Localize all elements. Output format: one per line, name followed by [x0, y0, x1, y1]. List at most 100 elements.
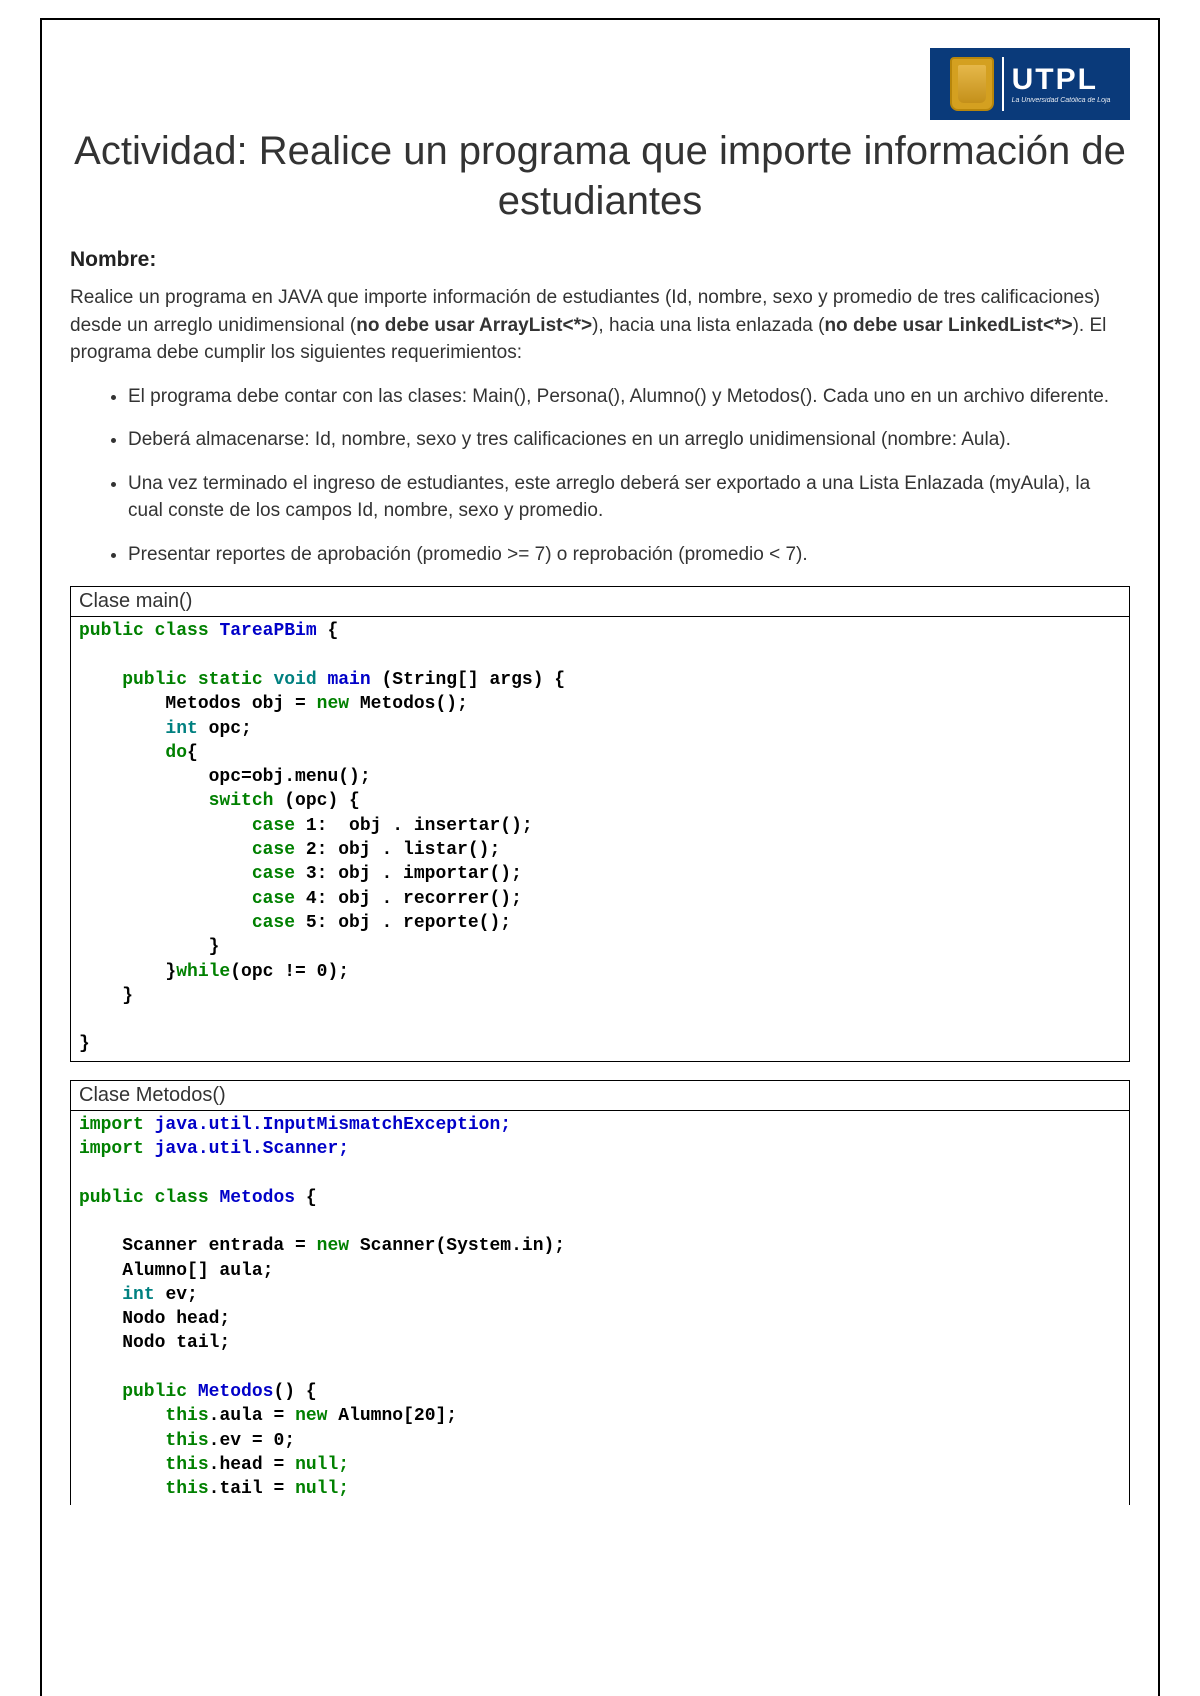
code-token: null;: [295, 1455, 349, 1475]
code-token: import: [79, 1115, 155, 1135]
code-token: (opc) {: [284, 791, 360, 811]
code-token: Alumno[20];: [338, 1406, 457, 1426]
intro-text-c: ), hacia una lista enlazada (: [592, 315, 824, 336]
logo-text: UTPL La Universidad Católica de Loja: [1012, 65, 1111, 104]
logo-divider: [1002, 57, 1004, 111]
code-token: case: [252, 840, 306, 860]
code-token: (opc != 0);: [230, 962, 349, 982]
code-token: Metodos obj =: [79, 694, 317, 714]
code-token: case: [252, 816, 306, 836]
code-token: Metodos: [198, 1382, 274, 1402]
code-token: Scanner entrada =: [79, 1236, 317, 1256]
code-token: public: [79, 1382, 198, 1402]
code-token: this: [165, 1479, 208, 1499]
code-metodos: import java.util.InputMismatchException;…: [71, 1111, 1129, 1506]
code-token: [79, 791, 209, 811]
utpl-logo: UTPL La Universidad Católica de Loja: [930, 48, 1130, 120]
code-token: TareaPBim: [219, 621, 316, 641]
code-token: [79, 816, 252, 836]
code-token: [79, 889, 252, 909]
code-box-main: Clase main() public class TareaPBim { pu…: [70, 586, 1130, 1061]
requirements-list: El programa debe contar con las clases: …: [70, 383, 1130, 569]
code-token: }: [79, 1034, 90, 1054]
code-token: while: [176, 962, 230, 982]
intro-bold-1: no debe usar ArrayList<*>: [356, 315, 592, 336]
list-item: Deberá almacenarse: Id, nombre, sexo y t…: [128, 426, 1130, 454]
code-token: public class: [79, 1188, 219, 1208]
code-token: Nodo tail;: [79, 1333, 230, 1353]
code-token: switch: [209, 791, 285, 811]
code-token: () {: [273, 1382, 316, 1402]
code-main: public class TareaPBim { public static v…: [71, 617, 1129, 1060]
code-token: [79, 1431, 165, 1451]
code-token: new: [317, 694, 360, 714]
code-token: [79, 864, 252, 884]
code-token: }: [79, 986, 133, 1006]
code-token: .tail =: [209, 1479, 295, 1499]
code-token: case: [252, 889, 306, 909]
code-token: null;: [295, 1479, 349, 1499]
code-token: Scanner(System.in);: [360, 1236, 565, 1256]
code-token: Nodo head;: [79, 1309, 230, 1329]
logo-container: UTPL La Universidad Católica de Loja: [70, 48, 1130, 120]
code-token: Metodos: [219, 1188, 295, 1208]
code-token: int: [165, 719, 208, 739]
page-frame: UTPL La Universidad Católica de Loja Act…: [40, 18, 1160, 1696]
code-token: 4: obj . recorrer();: [306, 889, 522, 909]
code-token: [79, 1455, 165, 1475]
intro-bold-2: no debe usar LinkedList<*>: [824, 315, 1072, 336]
code-token: [79, 913, 252, 933]
code-token: case: [252, 913, 306, 933]
code-token: this: [165, 1455, 208, 1475]
list-item: Presentar reportes de aprobación (promed…: [128, 541, 1130, 569]
code-token: [79, 743, 165, 763]
code-token: void: [273, 670, 327, 690]
code-token: new: [317, 1236, 360, 1256]
code-token: 3: obj . importar();: [306, 864, 522, 884]
code-token: .aula =: [209, 1406, 295, 1426]
code-token: [79, 1479, 165, 1499]
code-token: opc=obj.menu();: [79, 767, 371, 787]
code-token: (String[] args) {: [381, 670, 565, 690]
code-box-title: Clase main(): [71, 587, 1129, 617]
code-token: {: [295, 1188, 317, 1208]
code-token: 2: obj . listar();: [306, 840, 500, 860]
code-token: [79, 1406, 165, 1426]
code-token: this: [165, 1406, 208, 1426]
code-token: this: [165, 1431, 208, 1451]
code-token: }: [79, 962, 176, 982]
section-nombre: Nombre:: [70, 248, 1130, 272]
code-token: .ev = 0;: [209, 1431, 295, 1451]
code-token: }: [79, 937, 219, 957]
code-token: {: [317, 621, 339, 641]
code-token: [79, 719, 165, 739]
list-item: Una vez terminado el ingreso de estudian…: [128, 470, 1130, 525]
logo-main-text: UTPL: [1012, 65, 1111, 95]
code-token: case: [252, 864, 306, 884]
code-token: Alumno[] aula;: [79, 1261, 273, 1281]
code-token: 5: obj . reporte();: [306, 913, 511, 933]
code-box-title: Clase Metodos(): [71, 1081, 1129, 1111]
code-token: [79, 1285, 122, 1305]
page-title: Actividad: Realice un programa que impor…: [70, 126, 1130, 226]
code-token: ev;: [165, 1285, 197, 1305]
logo-sub-text: La Universidad Católica de Loja: [1012, 97, 1111, 104]
code-token: new: [295, 1406, 338, 1426]
code-box-metodos: Clase Metodos() import java.util.InputMi…: [70, 1080, 1130, 1506]
code-token: .head =: [209, 1455, 295, 1475]
list-item: El programa debe contar con las clases: …: [128, 383, 1130, 411]
code-token: java.util.Scanner;: [155, 1139, 349, 1159]
code-token: int: [122, 1285, 165, 1305]
code-token: opc;: [209, 719, 252, 739]
code-token: public static: [79, 670, 273, 690]
code-token: [79, 840, 252, 860]
code-token: do: [165, 743, 187, 763]
code-token: import: [79, 1139, 155, 1159]
intro-paragraph: Realice un programa en JAVA que importe …: [70, 284, 1130, 367]
code-token: {: [187, 743, 198, 763]
code-token: java.util.InputMismatchException;: [155, 1115, 511, 1135]
shield-icon: [950, 57, 994, 111]
code-token: public class: [79, 621, 219, 641]
code-token: Metodos();: [360, 694, 468, 714]
code-token: 1: obj . insertar();: [306, 816, 533, 836]
